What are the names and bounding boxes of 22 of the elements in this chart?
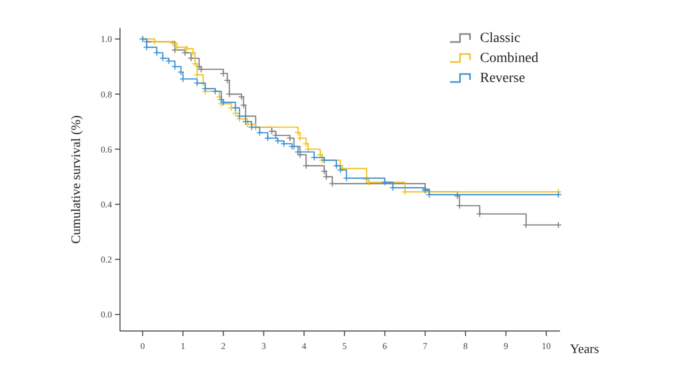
y-tick-label: 0.8: [100, 89, 112, 100]
x-tick-label: 0: [140, 341, 146, 351]
x-axis-title: Years: [570, 341, 600, 356]
x-tick-label: 10: [542, 341, 552, 351]
x-tick-label: 2: [221, 341, 226, 351]
x-tick-label: 3: [261, 341, 266, 351]
x-tick-label: 6: [382, 341, 388, 351]
x-tick-label: 4: [302, 341, 307, 351]
y-tick-label: 0.6: [100, 144, 112, 154]
x-tick-label: 5: [342, 341, 348, 351]
legend-label: Combined: [480, 51, 538, 66]
y-tick-label: 0.0: [100, 310, 112, 320]
y-tick-label: 0.4: [100, 199, 112, 210]
x-tick-label: 1: [180, 341, 186, 351]
y-tick-label: 1.0: [100, 34, 112, 44]
legend-label: Classic: [480, 31, 520, 46]
y-axis-title: Cumulative survival (%): [68, 115, 83, 244]
x-tick-label: 9: [504, 341, 509, 351]
legend-label: Reverse: [480, 71, 526, 86]
x-tick-label: 7: [422, 341, 428, 351]
x-tick-label: 8: [463, 341, 468, 351]
y-tick-label: 0.2: [100, 254, 112, 265]
